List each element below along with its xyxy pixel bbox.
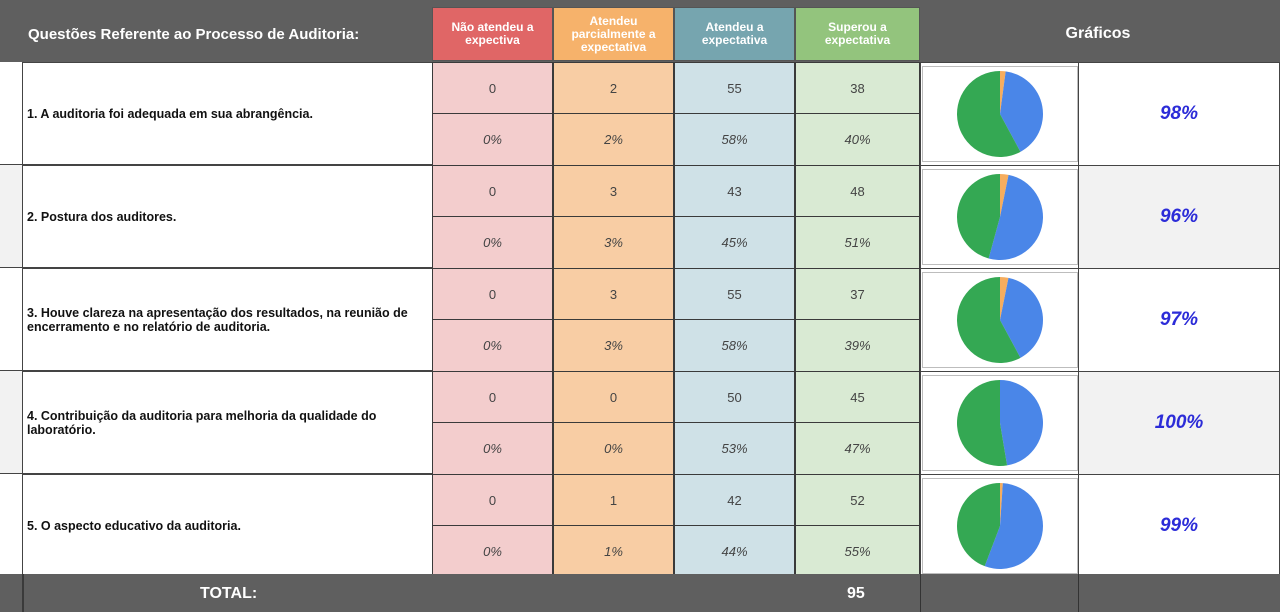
pie-slice-parcialmente	[999, 71, 1006, 114]
percent-superou[interactable]: 39%	[795, 319, 920, 372]
row-left-margin	[0, 474, 23, 577]
pie-chart-cell[interactable]	[920, 371, 1079, 475]
count-nao-atendeu[interactable]: 0	[432, 268, 553, 320]
percent-nao-atendeu[interactable]: 0%	[432, 113, 553, 166]
count-parcialmente[interactable]: 3	[553, 268, 674, 320]
percent-atendeu[interactable]: 58%	[674, 319, 795, 372]
score-cell[interactable]: 97%	[1078, 268, 1280, 372]
count-superou[interactable]: 52	[795, 474, 920, 526]
count-superou[interactable]: 38	[795, 62, 920, 114]
row-left-margin	[0, 268, 23, 371]
question-cell[interactable]: 5. O aspecto educativo da auditoria.	[22, 474, 433, 577]
score-cell[interactable]: 99%	[1078, 474, 1280, 578]
header-parcialmente[interactable]: Atendeu parcialmente a expectativa	[553, 7, 674, 61]
pie-chart-frame	[921, 478, 1078, 574]
question-cell[interactable]: 2. Postura dos auditores.	[22, 165, 433, 268]
percent-atendeu[interactable]: 45%	[674, 216, 795, 269]
pie-chart-frame	[921, 375, 1078, 471]
score-cell[interactable]: 100%	[1078, 371, 1280, 475]
pie-slice-superou	[984, 483, 1043, 569]
count-nao-atendeu[interactable]: 0	[432, 371, 553, 423]
pie-chart	[956, 174, 1043, 260]
row-left-margin	[0, 371, 23, 474]
pie-slice-parcialmente	[999, 483, 1003, 526]
pie-chart-frame	[921, 272, 1078, 368]
percent-nao-atendeu[interactable]: 0%	[432, 216, 553, 269]
header-superou[interactable]: Superou a expectativa	[795, 7, 920, 61]
pie-slice-atendeu	[956, 380, 1007, 466]
pie-slice-superou	[988, 174, 1043, 260]
pie-slice-atendeu	[956, 71, 1020, 157]
percent-nao-atendeu[interactable]: 0%	[432, 422, 553, 475]
percent-nao-atendeu[interactable]: 0%	[432, 319, 553, 372]
pie-chart-cell[interactable]	[920, 165, 1079, 269]
pie-chart-frame	[921, 66, 1078, 162]
pie-chart	[956, 277, 1043, 363]
count-superou[interactable]: 45	[795, 371, 920, 423]
pie-slice-superou	[999, 277, 1043, 358]
total-label: TOTAL:	[200, 585, 258, 602]
percent-parcialmente[interactable]: 3%	[553, 216, 674, 269]
pie-slice-atendeu	[956, 174, 1000, 259]
count-nao-atendeu[interactable]: 0	[432, 474, 553, 526]
count-atendeu[interactable]: 50	[674, 371, 795, 423]
question-cell[interactable]: 3. Houve clareza na apresentação dos res…	[22, 268, 433, 371]
pie-chart-cell[interactable]	[920, 62, 1079, 166]
count-superou[interactable]: 37	[795, 268, 920, 320]
count-parcialmente[interactable]: 1	[553, 474, 674, 526]
total-divider-2	[1078, 574, 1079, 612]
pie-chart	[956, 71, 1043, 157]
row-left-margin	[0, 165, 23, 268]
pie-slice-parcialmente	[999, 277, 1008, 320]
question-cell[interactable]: 1. A auditoria foi adequada em sua abran…	[22, 62, 433, 165]
count-atendeu[interactable]: 55	[674, 62, 795, 114]
percent-parcialmente[interactable]: 3%	[553, 319, 674, 372]
pie-slice-superou	[999, 380, 1043, 466]
pie-slice-atendeu	[956, 277, 1020, 363]
questions-header[interactable]: Questões Referente ao Processo de Audito…	[28, 25, 360, 43]
pie-slice-superou	[999, 71, 1043, 152]
count-atendeu[interactable]: 42	[674, 474, 795, 526]
pie-slice-atendeu	[956, 483, 1000, 567]
count-atendeu[interactable]: 55	[674, 268, 795, 320]
question-cell[interactable]: 4. Contribuição da auditoria para melhor…	[22, 371, 433, 474]
pie-slice-parcialmente	[999, 174, 1009, 217]
percent-nao-atendeu[interactable]: 0%	[432, 525, 553, 578]
score-cell[interactable]: 96%	[1078, 165, 1280, 269]
total-value: 95	[847, 585, 865, 602]
percent-superou[interactable]: 40%	[795, 113, 920, 166]
pie-chart-cell[interactable]	[920, 268, 1079, 372]
percent-atendeu[interactable]: 44%	[674, 525, 795, 578]
count-nao-atendeu[interactable]: 0	[432, 165, 553, 217]
percent-superou[interactable]: 47%	[795, 422, 920, 475]
count-atendeu[interactable]: 43	[674, 165, 795, 217]
count-nao-atendeu[interactable]: 0	[432, 62, 553, 114]
percent-atendeu[interactable]: 53%	[674, 422, 795, 475]
percent-atendeu[interactable]: 58%	[674, 113, 795, 166]
score-cell[interactable]: 98%	[1078, 62, 1280, 166]
percent-superou[interactable]: 55%	[795, 525, 920, 578]
percent-parcialmente[interactable]: 1%	[553, 525, 674, 578]
total-row	[0, 574, 1280, 612]
header-atendeu[interactable]: Atendeu a expectativa	[674, 7, 795, 61]
total-row-left-edge	[22, 574, 24, 612]
percent-parcialmente[interactable]: 0%	[553, 422, 674, 475]
pie-chart	[956, 483, 1043, 569]
header-graficos[interactable]: Gráficos	[1065, 25, 1131, 42]
pie-chart	[956, 380, 1043, 466]
pie-chart-cell[interactable]	[920, 474, 1079, 578]
header-nao-atendeu[interactable]: Não atendeu a expectiva	[432, 7, 553, 61]
percent-parcialmente[interactable]: 2%	[553, 113, 674, 166]
percent-superou[interactable]: 51%	[795, 216, 920, 269]
count-parcialmente[interactable]: 0	[553, 371, 674, 423]
row-left-margin	[0, 62, 23, 165]
total-divider-1	[920, 574, 921, 612]
pie-chart-frame	[921, 169, 1078, 265]
count-parcialmente[interactable]: 3	[553, 165, 674, 217]
count-superou[interactable]: 48	[795, 165, 920, 217]
count-parcialmente[interactable]: 2	[553, 62, 674, 114]
